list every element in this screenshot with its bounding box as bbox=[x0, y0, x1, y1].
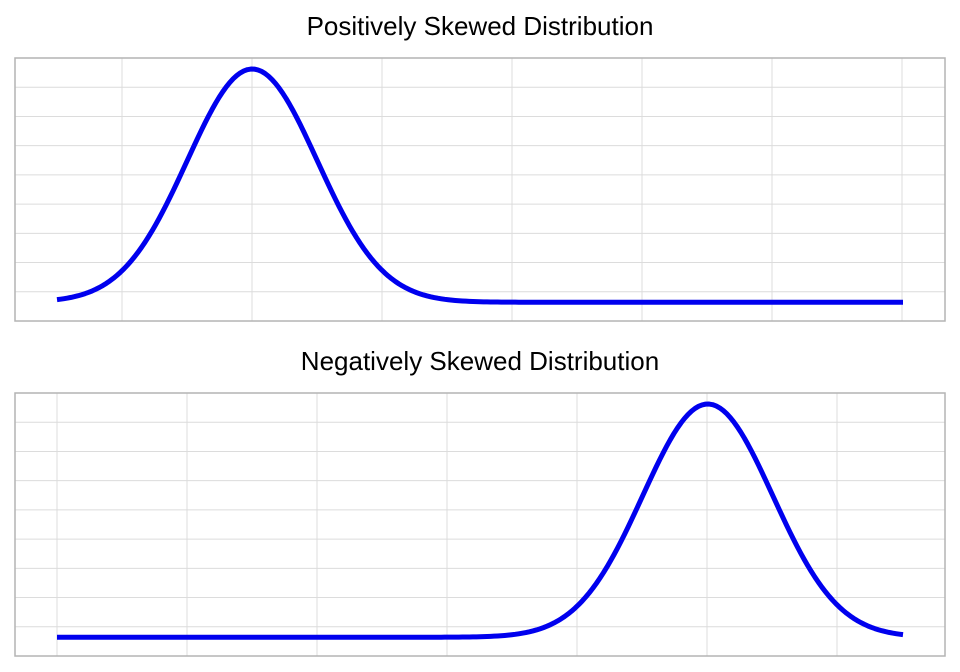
negative-skew-plot bbox=[14, 392, 946, 657]
plot-grid bbox=[15, 58, 945, 321]
chart-title-negative: Negatively Skewed Distribution bbox=[300, 346, 660, 376]
chart-title-positive: Positively Skewed Distribution bbox=[306, 11, 654, 41]
plot-grid bbox=[15, 393, 945, 656]
positive-skew-plot bbox=[14, 57, 946, 322]
positive-skew-curve bbox=[56, 66, 903, 305]
negative-skew-curve bbox=[57, 401, 904, 640]
plot-frame bbox=[14, 392, 946, 657]
plot-frame bbox=[14, 57, 946, 322]
